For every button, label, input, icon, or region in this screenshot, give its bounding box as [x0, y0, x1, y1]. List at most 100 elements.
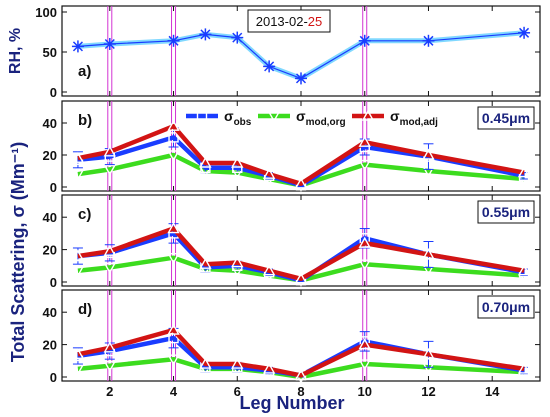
mod_adj-point	[71, 347, 85, 360]
rh-point	[231, 31, 244, 44]
panel-letter: b)	[78, 112, 92, 129]
mod_adj-line	[77, 327, 525, 378]
panel-letter: a)	[78, 63, 91, 80]
obs-point	[518, 365, 530, 376]
date-suffix: 25	[308, 14, 322, 29]
mod_org-point	[167, 354, 180, 366]
mod_adj-line	[77, 123, 525, 187]
mod_adj-point	[262, 167, 276, 179]
series-mod_org	[71, 252, 531, 287]
legend-item-mod_adj: σmod,adj	[352, 108, 438, 128]
rh-point	[263, 60, 276, 73]
rh-point	[422, 34, 435, 47]
mod_adj-point	[231, 256, 244, 268]
rh-point	[295, 72, 307, 85]
legend-item-mod_org: σmod,org	[258, 108, 346, 128]
y-tick-label: 100	[35, 5, 57, 20]
mod_adj-point	[167, 222, 180, 234]
rh-point	[199, 28, 212, 41]
mod_adj-point	[231, 156, 244, 168]
rh-axis-label: RH, %	[7, 28, 24, 74]
date-box: 2013-02-25	[247, 9, 331, 33]
wavelength-label: 0.70μm	[482, 299, 530, 315]
x-tick-label: 6	[234, 384, 241, 399]
mod_org-point	[358, 159, 371, 172]
panel-letter: d)	[78, 301, 92, 318]
y-tick-label: 0	[50, 370, 57, 385]
obs-point	[295, 180, 307, 191]
legend: σobs σmod,org σmod,adj	[186, 108, 438, 128]
obs-point	[518, 267, 530, 278]
mod_org-point	[167, 150, 180, 162]
legend-label: σmod,org	[296, 108, 346, 128]
mod_org-point	[71, 265, 85, 278]
x-tick-label: 4	[170, 384, 178, 399]
legend-label: σobs	[224, 108, 252, 128]
mod_org-point	[167, 252, 180, 265]
mod_adj-point	[294, 368, 308, 381]
mod_adj-point	[71, 249, 85, 261]
x-tick-label: 14	[485, 384, 500, 399]
y-tick-label: 0	[50, 85, 57, 100]
mod_adj-line	[77, 226, 525, 282]
mod_org-point	[358, 259, 371, 271]
mod_adj-point	[262, 264, 276, 276]
wavelength-box	[477, 106, 535, 130]
rh-point	[71, 40, 84, 53]
mod_adj-point	[167, 323, 180, 335]
wavelength-label: 0.55μm	[482, 204, 530, 220]
obs-point	[72, 350, 84, 362]
mod_adj-point	[199, 156, 212, 168]
mod_adj-point	[294, 272, 308, 284]
mod_adj-point	[294, 177, 308, 189]
obs-point	[295, 275, 307, 286]
series-mod_adj	[71, 119, 531, 189]
mod_adj-point	[103, 341, 116, 353]
legend-marker	[267, 111, 281, 123]
mod_adj-point	[199, 357, 212, 369]
date-prefix: 2013-02-	[256, 14, 308, 29]
mod_org-point	[103, 262, 116, 274]
mod_adj-point	[103, 244, 116, 256]
mod_adj-point	[71, 151, 85, 163]
obs-line	[77, 231, 525, 283]
y-tick-label: 40	[43, 210, 57, 225]
obs-point	[72, 154, 84, 166]
legend-marker	[196, 110, 208, 122]
panel-frame	[61, 289, 541, 382]
mod_org-point	[103, 164, 116, 176]
mod_org-point	[103, 360, 116, 373]
panel-d: 0 20 40 d) 0.70μm	[43, 289, 541, 385]
legend-label: σmod,adj	[390, 108, 438, 128]
panel-b: 0 20 40 b) 0.45μm	[43, 100, 541, 195]
x-axis-label: Leg Number	[239, 393, 344, 413]
panel-letter: c)	[78, 206, 91, 223]
mod_org-point	[358, 359, 371, 371]
mod_org-line	[77, 255, 525, 283]
x-tick-label: 12	[421, 384, 435, 399]
y-tick-label: 50	[43, 45, 57, 60]
shared-y-axis-label: Total Scattering, σ (Mm⁻¹)	[8, 142, 28, 362]
wavelength-label: 0.45μm	[482, 110, 530, 126]
obs-line	[77, 135, 525, 188]
y-tick-label: 20	[43, 148, 57, 163]
mod_adj-point	[517, 362, 531, 374]
series-mod_adj	[71, 222, 531, 284]
wavelength-box	[477, 295, 535, 319]
rh-point	[358, 34, 371, 47]
mod_adj-point	[422, 148, 435, 160]
x-tick-label: 2	[106, 384, 113, 399]
mod_adj-point	[422, 347, 435, 360]
mod_adj-point	[231, 357, 244, 369]
mod_adj-point	[358, 338, 371, 350]
mod_org-line	[77, 152, 525, 188]
x-tick-label: 8	[297, 384, 304, 399]
rh-point	[103, 38, 116, 50]
rh-point	[167, 34, 180, 47]
y-tick-label: 20	[43, 338, 57, 353]
mod_adj-point	[358, 135, 371, 147]
mod_org-point	[71, 169, 85, 181]
mod_adj-point	[199, 257, 212, 269]
